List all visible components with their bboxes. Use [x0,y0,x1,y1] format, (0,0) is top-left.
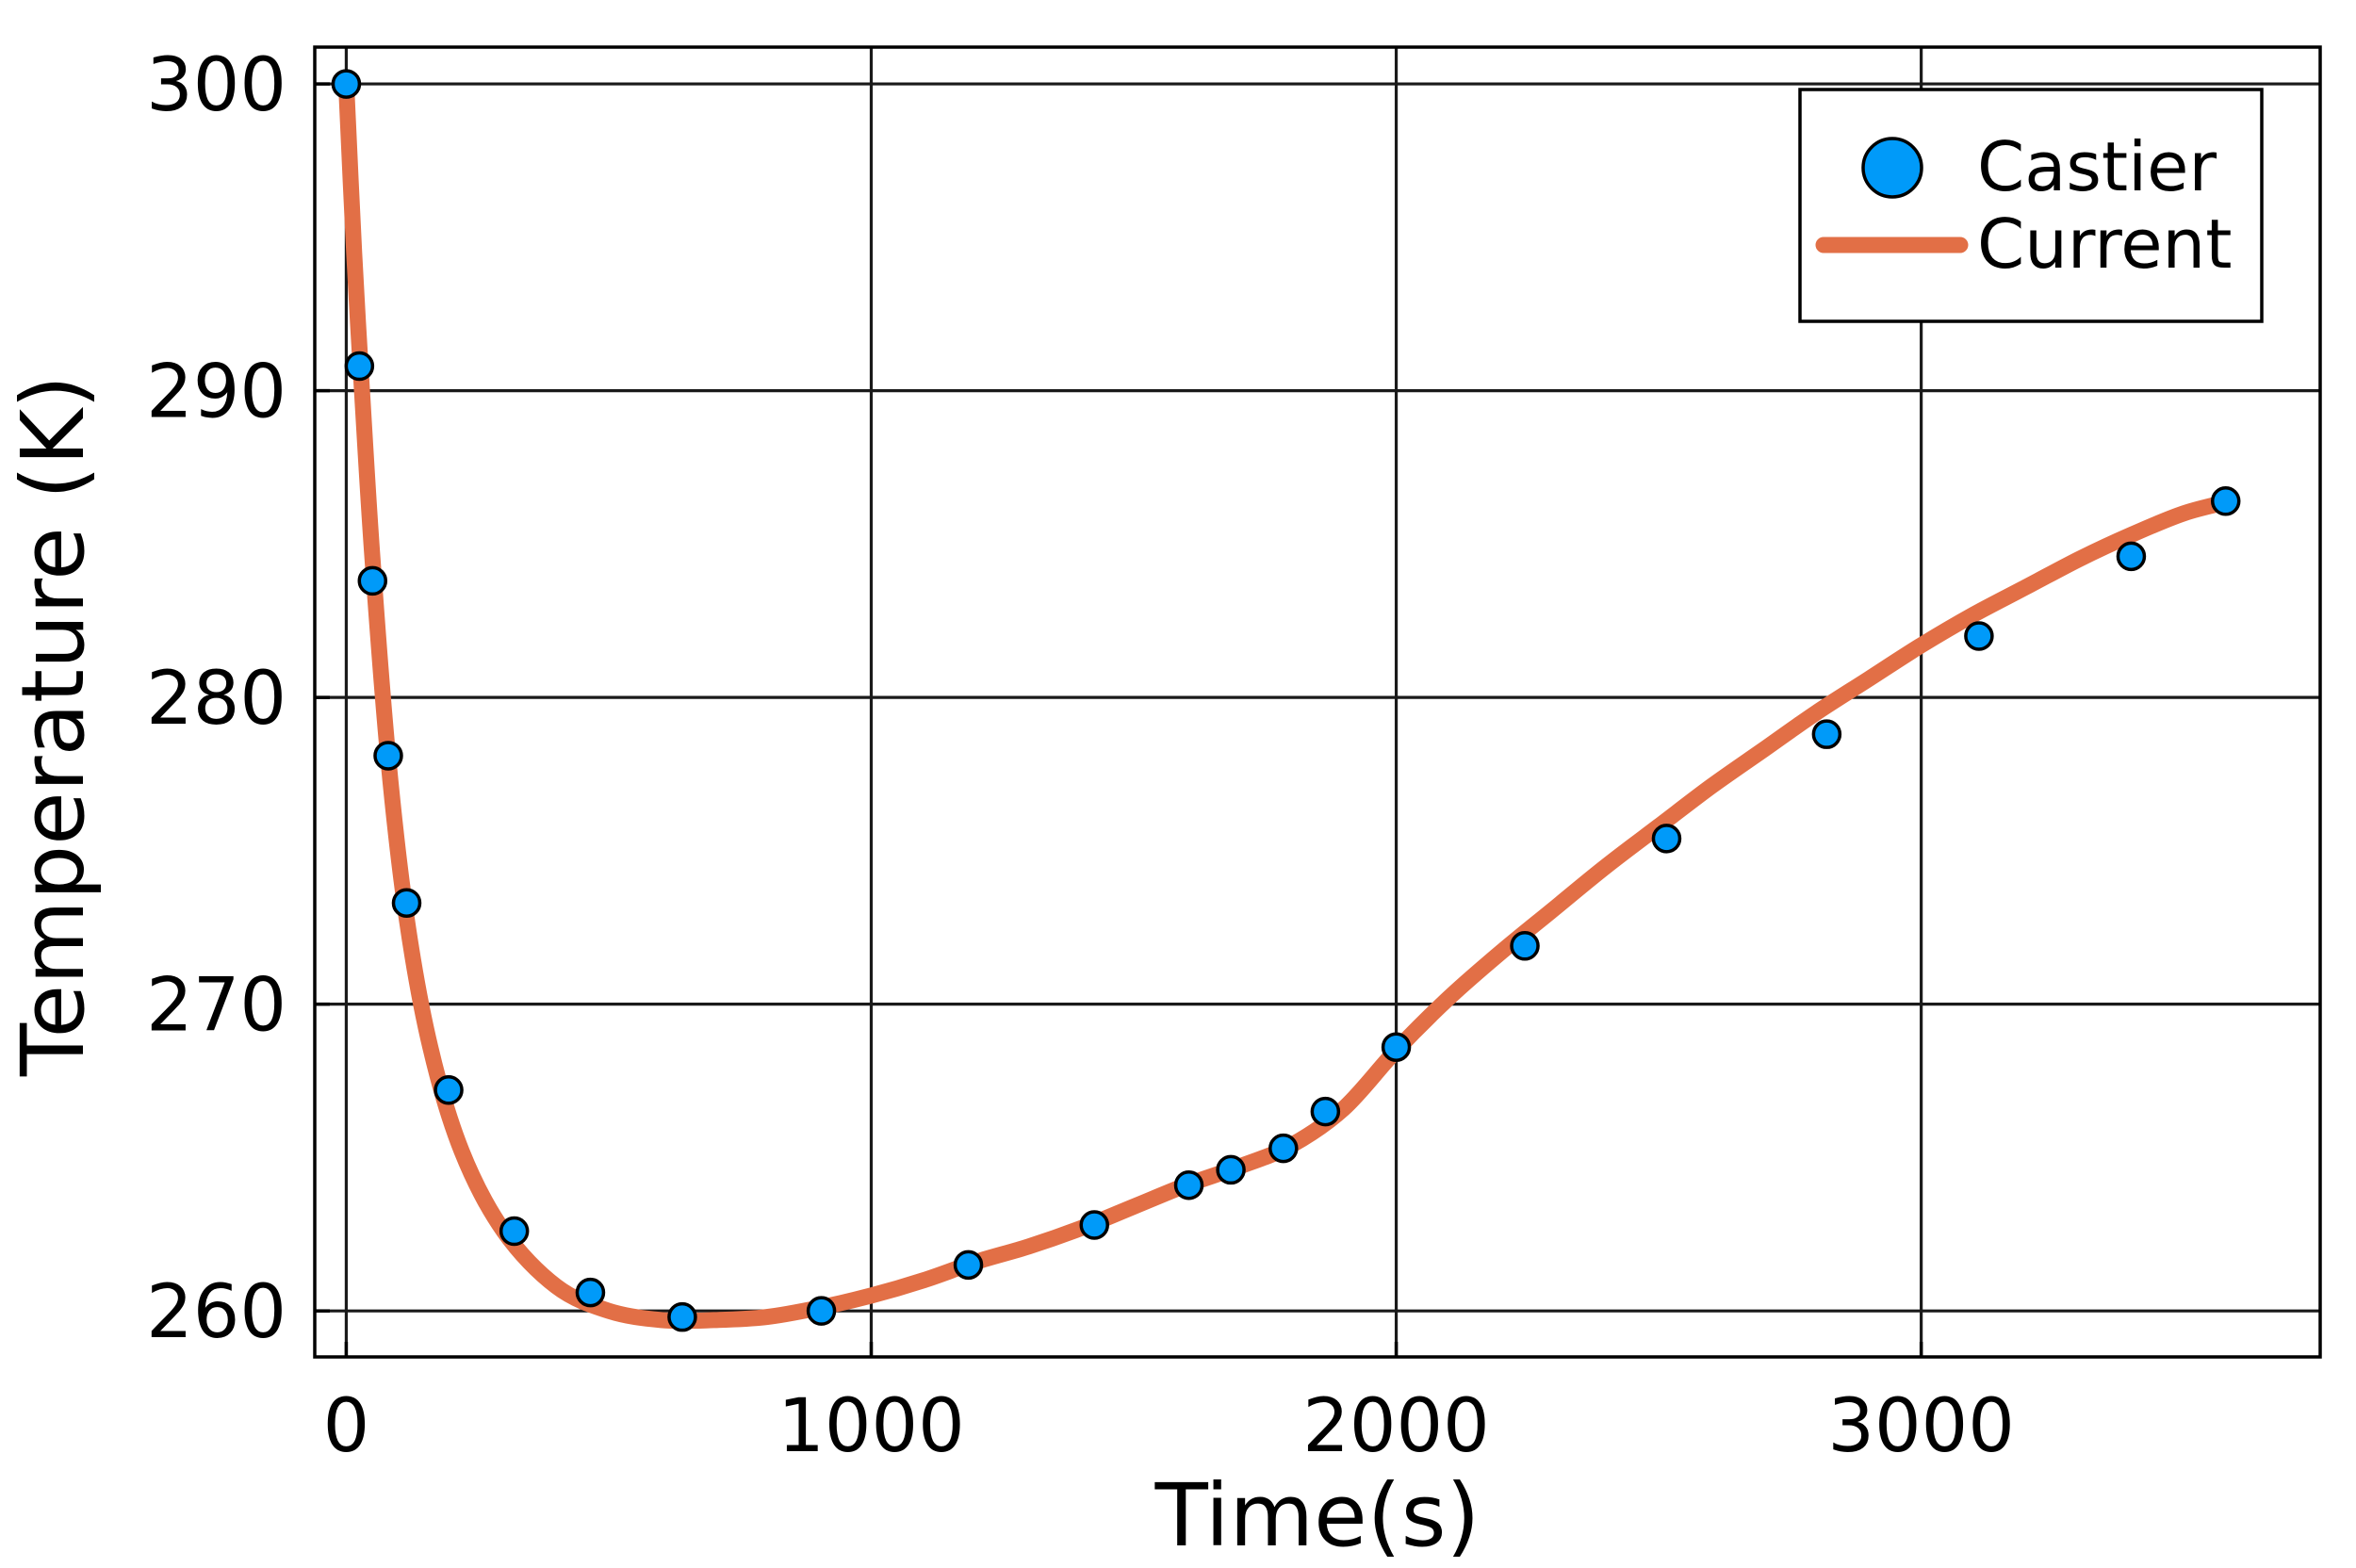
data-point-castier [1173,1169,1204,1200]
data-point-castier [953,1250,984,1281]
x-tick-label: 1000 [777,1384,965,1469]
data-point-castier [667,1301,697,1332]
y-tick-label: 290 [146,351,286,435]
y-tick-label: 260 [146,1270,286,1355]
legend-marker-castier [1861,137,1923,199]
data-point-castier [391,888,422,918]
data-point-castier [357,565,388,596]
data-point-castier [373,741,403,771]
data-point-castier [344,351,375,382]
data-point-castier [1310,1096,1341,1127]
legend-label-current: Current [1977,204,2232,284]
legend-label-castier: Castier [1977,127,2217,206]
series-points-group [331,69,2241,1332]
y-axis-label: Temperature (K) [3,375,104,1077]
data-point-castier [2116,541,2147,572]
data-point-castier [499,1216,530,1247]
tick-labels: 0 1000 2000 3000 260 270 280 290 300 [146,43,2015,1469]
data-point-castier [331,69,362,99]
data-point-castier [1651,824,1682,854]
data-point-castier [2210,486,2241,516]
y-tick-label: 270 [146,964,286,1049]
data-point-castier [1079,1210,1109,1240]
y-tick-label: 280 [146,657,286,742]
x-tick-label: 0 [323,1384,370,1469]
data-point-castier [806,1296,837,1326]
data-point-castier [1811,719,1842,749]
data-point-castier [1268,1133,1299,1164]
legend: Castier Current [1798,88,2264,323]
data-point-castier [1964,621,1994,651]
plot-area [331,69,2241,1332]
x-axis-label: Time(s) [1154,1465,1481,1566]
data-point-castier [575,1277,606,1308]
data-point-castier [1510,931,1540,961]
x-tick-label: 3000 [1827,1384,2015,1469]
plot-frame [313,45,2322,1359]
data-point-castier [1381,1032,1412,1062]
legend-box [1798,88,2264,323]
x-tick-label: 2000 [1302,1384,1490,1469]
data-point-castier [434,1075,464,1105]
data-point-castier [1216,1154,1246,1185]
y-tick-label: 300 [146,43,286,128]
